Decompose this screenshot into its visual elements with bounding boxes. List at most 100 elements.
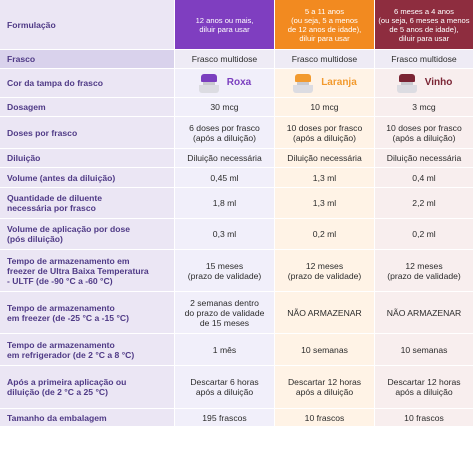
text-line: (prazo de validade): [387, 270, 461, 281]
row-label: Tempo de armazenamento em refrigerador (d…: [0, 334, 175, 366]
text-line: Tempo de armazenamento: [7, 302, 115, 313]
cell-cap-purple: Roxa: [175, 69, 275, 98]
row-label: Tempo de armazenamento em freezer (de -25…: [0, 292, 175, 334]
text-line: Frasco multidose: [391, 54, 457, 64]
text-line: 0,3 ml: [212, 229, 237, 239]
text-line: (prazo de validade): [187, 270, 262, 281]
text-line: Cor da tampa do frasco: [7, 78, 103, 88]
cell-value: Descartar 6 horas após a diluição: [175, 366, 275, 409]
text-line: após a diluição: [195, 387, 254, 397]
text-line: Descartar 12 horas: [387, 377, 461, 387]
text-line: 30 mcg: [210, 102, 239, 112]
row-frasco: Frasco Frasco multidose Frasco multidose…: [0, 50, 474, 69]
cell-cap-maroon: Vinho: [375, 69, 474, 98]
row-label: Diluição: [0, 149, 175, 168]
text-line: 1,8 ml: [212, 198, 237, 208]
header-label: Formulação: [0, 0, 175, 50]
cell-value: 6 doses por frasco (após a diluição): [175, 117, 275, 149]
row-dosagem: Dosagem 30 mcg 10 mcg 3 mcg: [0, 98, 474, 117]
cell-value: Frasco multidose: [175, 50, 275, 69]
text-line: Volume de aplicação por dose: [7, 224, 131, 234]
cell-value: 10 semanas: [275, 334, 375, 366]
row-label: Volume (antes da diluição): [0, 168, 175, 188]
text-line: 12 meses: [405, 260, 443, 271]
text-line: 1,3 ml: [312, 198, 337, 208]
cell-value: Descartar 12 horas após a diluição: [375, 366, 474, 409]
cap-color-name: Laranja: [321, 77, 357, 88]
cell-value: NÃO ARMAZENAR: [275, 292, 375, 334]
vial-purple-cap-icon: [198, 73, 220, 93]
text-line: Tempo de armazenamento em: [7, 255, 130, 266]
row-label: Cor da tampa do frasco: [0, 69, 175, 98]
cell-cap-orange: Laranja: [275, 69, 375, 98]
cell-value: 10 semanas: [375, 334, 474, 366]
cell-value: 30 mcg: [175, 98, 275, 117]
text-line: (após a diluição): [292, 132, 357, 143]
row-label: Tempo de armazenamento em freezer de Ultr…: [0, 250, 175, 292]
text-line: 10 semanas: [301, 344, 348, 355]
text-line: diluir para usar: [199, 24, 250, 34]
header-age-6m-to-4: 6 meses a 4 anos (ou seja, 6 meses a meno…: [375, 0, 474, 50]
cell-value: 12 meses (prazo de validade): [375, 250, 474, 292]
cell-value: 10 mcg: [275, 98, 375, 117]
cell-value: 15 meses (prazo de validade): [175, 250, 275, 292]
cell-value: Diluição necessária: [275, 149, 375, 168]
cell-value: 0,2 ml: [375, 219, 474, 250]
row-label: Tamanho da embalagem: [0, 409, 175, 427]
row-doses-por-frasco: Doses por frasco 6 doses por frasco (após…: [0, 117, 474, 149]
text-line: diluir para usar: [299, 33, 350, 43]
cell-value: Descartar 12 horas após a diluição: [275, 366, 375, 409]
text-line: após a diluição: [395, 387, 453, 397]
text-line: diluir para usar: [398, 33, 450, 43]
text-line: Frasco multidose: [191, 54, 258, 64]
text-line: necessária por frasco: [7, 203, 96, 213]
vial-maroon-cap-icon: [396, 73, 418, 93]
text-line: 1,3 ml: [312, 172, 337, 183]
text-line: freezer de Ultra Baixa Temperatura: [7, 265, 149, 276]
cell-value: 0,4 ml: [375, 168, 474, 188]
vial-orange-cap-icon: [292, 73, 314, 93]
text-line: 0,2 ml: [412, 229, 436, 239]
text-line: Frasco multidose: [291, 54, 358, 64]
cell-value: 0,45 ml: [175, 168, 275, 188]
text-line: Volume (antes da diluição): [7, 172, 116, 183]
text-line: 10 doses por frasco: [386, 122, 462, 133]
row-armazenamento-ultf: Tempo de armazenamento em freezer de Ultr…: [0, 250, 474, 292]
cell-value: Diluição necessária: [375, 149, 474, 168]
text-line: 6 meses a 4 anos: [394, 6, 454, 16]
cap-color-name: Roxa: [226, 77, 252, 88]
text-line: Descartar 6 horas: [190, 377, 259, 387]
text-line: (prazo de validade): [287, 270, 362, 281]
text-line: Tamanho da embalagem: [7, 412, 107, 423]
row-label: Dosagem: [0, 98, 175, 117]
text-line: de 5 anos de idade),: [389, 24, 459, 34]
text-line: Diluição necessária: [386, 153, 462, 163]
text-line: 12 anos ou mais,: [195, 15, 254, 25]
text-line: 10 doses por frasco: [286, 122, 363, 133]
text-line: 6 doses por frasco: [189, 122, 260, 133]
row-label: Frasco: [0, 50, 175, 69]
text-line: em refrigerador (de 2 °C a 8 °C): [7, 349, 135, 360]
cell-value: 0,3 ml: [175, 219, 275, 250]
cell-value: 2,2 ml: [375, 188, 474, 219]
row-diluicao: Diluição Diluição necessária Diluição ne…: [0, 149, 474, 168]
text-line: Frasco: [7, 54, 36, 64]
text-line: Tempo de armazenamento: [7, 339, 115, 350]
text-line: NÃO ARMAZENAR: [287, 307, 362, 318]
cell-value: 10 doses por frasco (após a diluição): [275, 117, 375, 149]
text-line: Diluição: [7, 153, 41, 163]
text-line: 0,4 ml: [412, 172, 436, 183]
text-line: 12 meses: [305, 260, 344, 271]
text-line: 1 mês: [212, 344, 237, 355]
text-line: 15 meses: [205, 260, 244, 271]
text-line: diluição (de 2 °C a 25 °C): [7, 387, 108, 397]
text-line: Após a primeira aplicação ou: [7, 377, 127, 387]
text-line: 0,45 ml: [210, 172, 239, 183]
header-row: Formulação 12 anos ou mais, diluir para u…: [0, 0, 474, 50]
text-line: (pós diluição): [7, 234, 63, 244]
text-line: de 12 anos de idade),: [287, 24, 362, 34]
text-line: 195 frascos: [202, 412, 247, 423]
row-armazenamento-refrigerador: Tempo de armazenamento em refrigerador (d…: [0, 334, 474, 366]
cell-value: 10 doses por frasco (após a diluição): [375, 117, 474, 149]
